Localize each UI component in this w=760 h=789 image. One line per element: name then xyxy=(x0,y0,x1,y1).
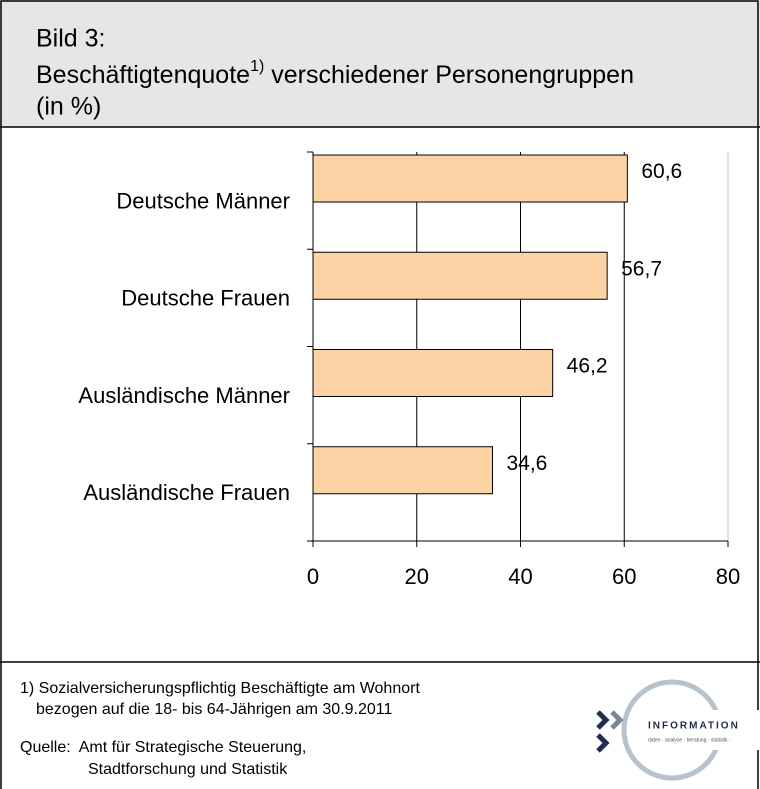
title-main: Beschäftigtenquote xyxy=(36,61,250,89)
logo-name: INFORMATION xyxy=(648,721,740,732)
value-label: 34,6 xyxy=(506,452,547,475)
bar xyxy=(312,349,554,397)
source: Quelle: Amt für Strategische Steuerung, xyxy=(20,739,306,756)
x-tick-label: 40 xyxy=(508,564,532,589)
logo-chevron xyxy=(596,710,610,730)
y-tick-label: Ausländische Frauen xyxy=(83,480,290,505)
logo-chevron xyxy=(596,733,610,753)
logo-bg xyxy=(640,710,760,750)
bar xyxy=(312,154,628,203)
source: Stadtforschung und Statistik xyxy=(88,761,288,778)
bar xyxy=(312,251,608,300)
header-bg xyxy=(0,0,760,127)
bar xyxy=(312,446,493,495)
title-rest: verschiedener Personengruppen xyxy=(264,61,634,89)
footnote: 1) Sozialversicherungspflichtig Beschäft… xyxy=(20,680,420,697)
logo-tagline: daten · analyse · beratung · statistik · xyxy=(648,737,731,743)
y-tick-label: Deutsche Männer xyxy=(116,188,290,213)
logo-chevron xyxy=(610,710,624,730)
logo: INFORMATION daten · analyse · beratung ·… xyxy=(596,679,760,781)
y-tick-label: Deutsche Frauen xyxy=(121,286,290,311)
y-tick-label: Ausländische Männer xyxy=(78,383,290,408)
value-label: 60,6 xyxy=(641,160,682,183)
x-tick-label: 20 xyxy=(405,564,429,589)
value-label: 46,2 xyxy=(567,355,608,378)
title: Beschäftigtenquote1) verschiedener Perso… xyxy=(36,58,634,88)
footnote: bezogen auf die 18- bis 64-Jährigen am 3… xyxy=(36,701,393,718)
x-tick-label: 0 xyxy=(307,564,319,589)
title-unit: (in %) xyxy=(36,93,101,121)
x-tick-label: 80 xyxy=(716,564,740,589)
x-tick-label: 60 xyxy=(612,564,636,589)
chart: 0 20 40 60 80 Deutsche Männer 60,6 Deutsche Fra… xyxy=(78,151,740,589)
value-label: 56,7 xyxy=(621,257,662,280)
title-label: Bild 3: xyxy=(36,25,105,53)
title-superscript: 1) xyxy=(250,58,264,75)
